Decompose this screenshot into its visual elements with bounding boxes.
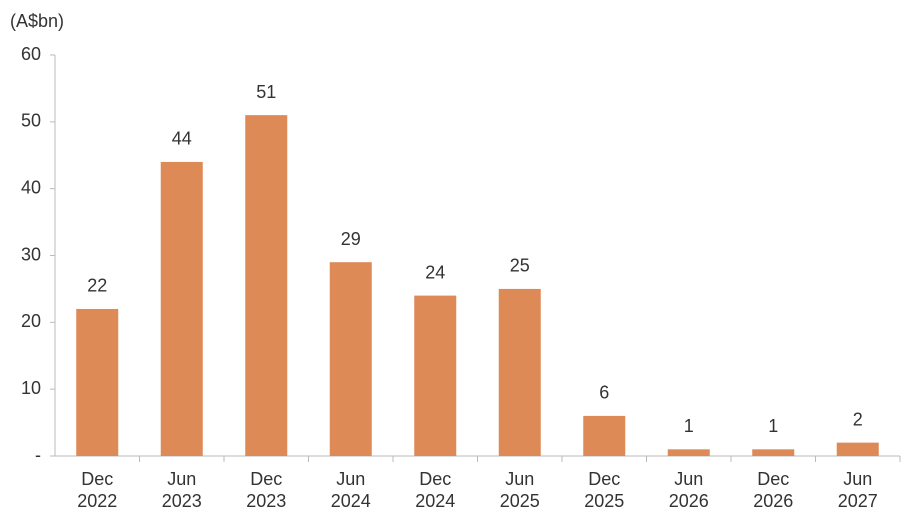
x-tick-label: Dec 2026 (753, 469, 794, 511)
value-label: 44 (172, 129, 192, 149)
x-tick-label: Jun 2027 (837, 469, 878, 511)
y-tick-label: 40 (21, 177, 41, 197)
x-tick-label: Dec 2023 (246, 469, 287, 511)
bar (667, 449, 710, 456)
bar (498, 288, 541, 456)
x-tick-label: Dec 2024 (415, 469, 456, 511)
x-tick-label: Jun 2026 (668, 469, 709, 511)
bar (836, 442, 879, 456)
value-label: 22 (87, 276, 107, 296)
bar (414, 295, 457, 456)
y-tick-label: 50 (21, 111, 41, 131)
value-label: 25 (510, 256, 530, 276)
x-tick-label: Jun 2025 (499, 469, 540, 511)
y-tick-label: 30 (21, 244, 41, 264)
bar (76, 308, 119, 456)
x-tick-label: Jun 2023 (161, 469, 202, 511)
y-tick-label: 10 (21, 378, 41, 398)
value-label: 6 (599, 383, 609, 403)
y-tick-label: 20 (21, 311, 41, 331)
y-axis-title: (A$bn) (10, 11, 64, 31)
x-tick-label: Jun 2024 (330, 469, 371, 511)
value-label: 1 (684, 416, 694, 436)
y-tick-label: - (35, 445, 41, 465)
bar (752, 449, 795, 456)
y-tick-label: 60 (21, 44, 41, 64)
value-label: 1 (768, 416, 778, 436)
x-tick-label: Dec 2025 (584, 469, 625, 511)
value-label: 51 (256, 82, 276, 102)
value-label: 2 (853, 409, 863, 429)
value-label: 24 (425, 262, 445, 282)
bar (245, 115, 288, 457)
x-tick-label: Dec 2022 (77, 469, 118, 511)
bar (160, 161, 203, 456)
value-label: 29 (341, 229, 361, 249)
bar (329, 262, 372, 456)
bar (583, 415, 626, 456)
